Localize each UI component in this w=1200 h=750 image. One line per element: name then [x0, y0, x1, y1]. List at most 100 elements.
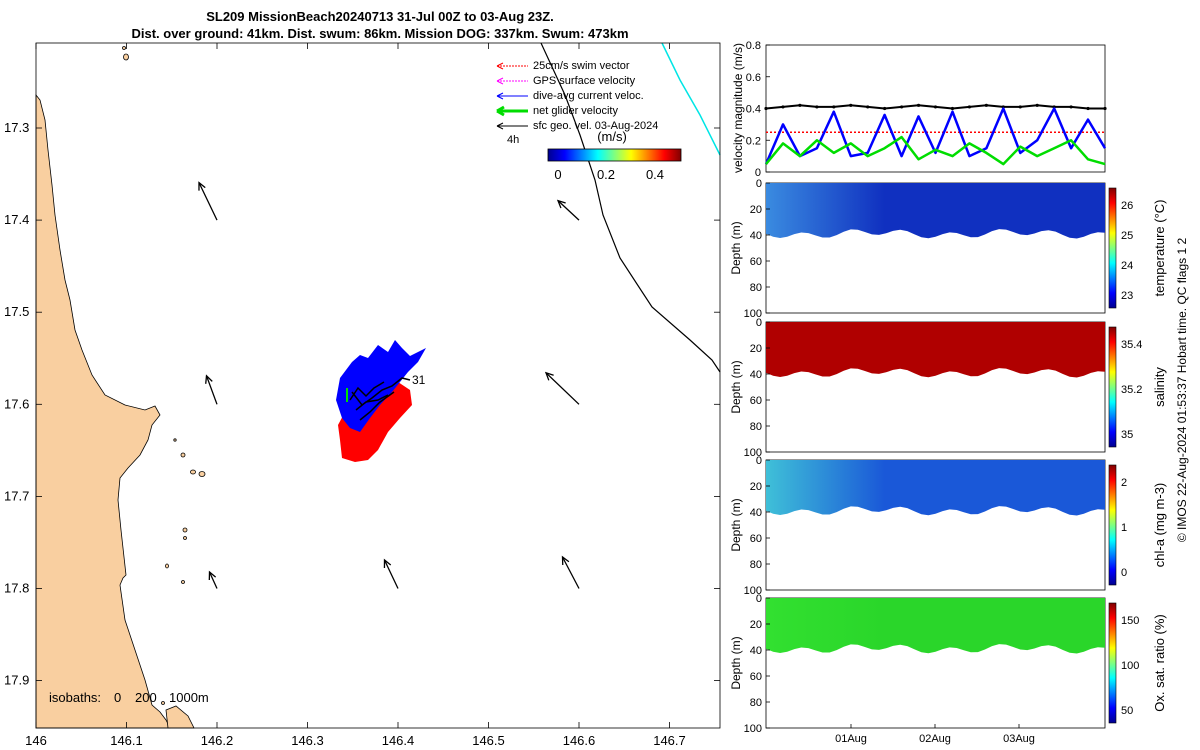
depth-tick-label: 0	[756, 317, 762, 329]
velocity-point	[984, 103, 988, 107]
lat-tick-label: 17.9	[4, 673, 29, 688]
depth-tick-label: 20	[750, 619, 762, 631]
chart-title: SL209 MissionBeach20240713 31-Jul 00Z to…	[206, 9, 554, 24]
colorbar-tick-label: 50	[1121, 705, 1133, 717]
colorbar-tick-label: 1	[1121, 522, 1127, 534]
colorbar-tick-label: 0	[1121, 567, 1127, 579]
section-colorbar-label: Ox. sat. ratio (%)	[1152, 614, 1167, 712]
current-vector-head	[556, 199, 566, 209]
depth-axis-label: Depth (m)	[729, 498, 743, 551]
current-vector-shaft	[198, 182, 218, 221]
southern-headland	[165, 705, 195, 729]
chart-subtitle: Dist. over ground: 41km. Dist. swum: 86k…	[131, 26, 629, 41]
section-colorbar-label: temperature (°C)	[1152, 200, 1167, 297]
current-vector-arrow	[561, 555, 580, 589]
lon-tick-label: 146.4	[382, 733, 415, 748]
current-vectors	[198, 181, 580, 589]
velocity-point	[933, 105, 938, 109]
depth-tick-label: 100	[744, 447, 762, 459]
depth-tick-label: 60	[750, 395, 762, 407]
depth-tick-label: 0	[756, 178, 762, 190]
velocity-point	[1086, 106, 1090, 111]
velocity-point	[1035, 103, 1039, 107]
depth-tick-label: 40	[750, 507, 762, 519]
velocity-tick-label: 0.2	[746, 135, 761, 147]
depth-tick-label: 100	[744, 723, 762, 735]
glider-track	[336, 340, 426, 462]
map-lon-ticks: 146 146.1 146.2 146.3 146.4 146.5 146.6 146.7	[25, 43, 686, 748]
map-colorbar-tick: 0.4	[646, 167, 664, 182]
lon-tick-label: 146	[25, 733, 47, 748]
section-colorbar	[1108, 464, 1117, 586]
velocity-point	[866, 105, 870, 109]
depth-tick-label: 40	[750, 645, 762, 657]
lon-tick-label: 146.3	[291, 733, 324, 748]
legend-swim-vector: 25cm/s swim vector	[496, 60, 630, 72]
velocity-tick-label: 0.8	[746, 40, 761, 52]
depth-tick-label: 80	[750, 282, 762, 294]
map-colorbar-tick: 0.2	[597, 167, 615, 182]
map-axes-frame	[35, 42, 721, 729]
current-vector-head	[383, 558, 392, 569]
section-panel-1: 0 20 40 60 80 100 Depth (m) 23 24 25 26 temperature…	[729, 178, 1167, 320]
velocity-point	[900, 105, 904, 109]
depth-axis-label: Depth (m)	[729, 636, 743, 689]
velocity-point	[798, 103, 802, 107]
section-data-fill	[766, 322, 1105, 378]
current-vector-arrow	[208, 570, 218, 589]
section-panel-3: 0 20 40 60 80 100 Depth (m) 0 1 2 chl-a (mg m-3)	[729, 455, 1167, 597]
current-vector-blob	[336, 340, 426, 432]
current-vector-arrow	[383, 558, 399, 589]
velocity-tick-label: 0.4	[746, 104, 761, 116]
velocity-point	[967, 105, 972, 109]
depth-tick-label: 60	[750, 671, 762, 683]
legend-time-label: 4h	[507, 134, 519, 146]
svg-text:0: 0	[114, 690, 121, 705]
lat-tick-label: 17.3	[4, 120, 29, 135]
section-colorbar	[1108, 602, 1117, 724]
islands	[122, 46, 206, 705]
current-vector-shaft	[561, 556, 580, 589]
section-data-fill	[766, 598, 1105, 654]
current-vector-shaft	[545, 372, 580, 405]
copyright-footer: © IMOS 22-Aug-2024 01:53:37 Hobart time.…	[1175, 238, 1189, 543]
depth-tick-label: 100	[744, 308, 762, 320]
colorbar-tick-label: 150	[1121, 615, 1139, 627]
lat-tick-label: 17.8	[4, 581, 29, 596]
svg-text:isobaths:: isobaths:	[49, 690, 101, 705]
depth-axis-label: Depth (m)	[729, 221, 743, 274]
velocity-point	[883, 106, 887, 111]
section-data-fill	[766, 460, 1105, 516]
current-vector-head	[544, 371, 554, 381]
lat-tick-label: 17.7	[4, 488, 29, 503]
legend-dive-avg-current: dive-avg current veloc.	[496, 90, 644, 102]
track-path	[349, 377, 411, 421]
lat-tick-label: 17.6	[4, 396, 29, 411]
section-data-fill	[766, 183, 1105, 239]
current-vector-arrow	[556, 199, 580, 221]
track-day-label: 31	[412, 373, 426, 387]
depth-tick-label: 0	[756, 455, 762, 467]
current-vector-shaft	[205, 375, 218, 405]
map-legend: 25cm/s swim vector GPS surface velocity …	[496, 60, 658, 146]
map-panel: 31 25cm/s swim vector GPS surface veloci…	[4, 42, 721, 748]
velocity-yticks: 0 0.2 0.4 0.6 0.8	[746, 40, 770, 179]
isobaths-legend: isobaths: 0 200 1000m	[49, 690, 209, 705]
colorbar-tick-label: 24	[1121, 260, 1133, 272]
map-colorbar-label: (m/s)	[597, 129, 627, 144]
velocity-tick-label: 0	[755, 167, 761, 179]
colorbar-tick-label: 100	[1121, 660, 1139, 672]
velocity-ylabel: velocity magnitude (m/s)	[731, 43, 745, 173]
section-colorbar	[1108, 187, 1117, 309]
velocity-point	[849, 103, 853, 107]
current-vector-arrow	[198, 181, 218, 221]
section-colorbar	[1108, 326, 1117, 448]
svg-text:1000m: 1000m	[169, 690, 209, 705]
velocity-point	[1103, 106, 1107, 111]
sst-front-line	[661, 42, 721, 156]
current-vector-shaft	[557, 200, 580, 221]
time-tick-label: 02Aug	[919, 733, 951, 745]
svg-text:GPS surface velocity: GPS surface velocity	[533, 75, 636, 87]
